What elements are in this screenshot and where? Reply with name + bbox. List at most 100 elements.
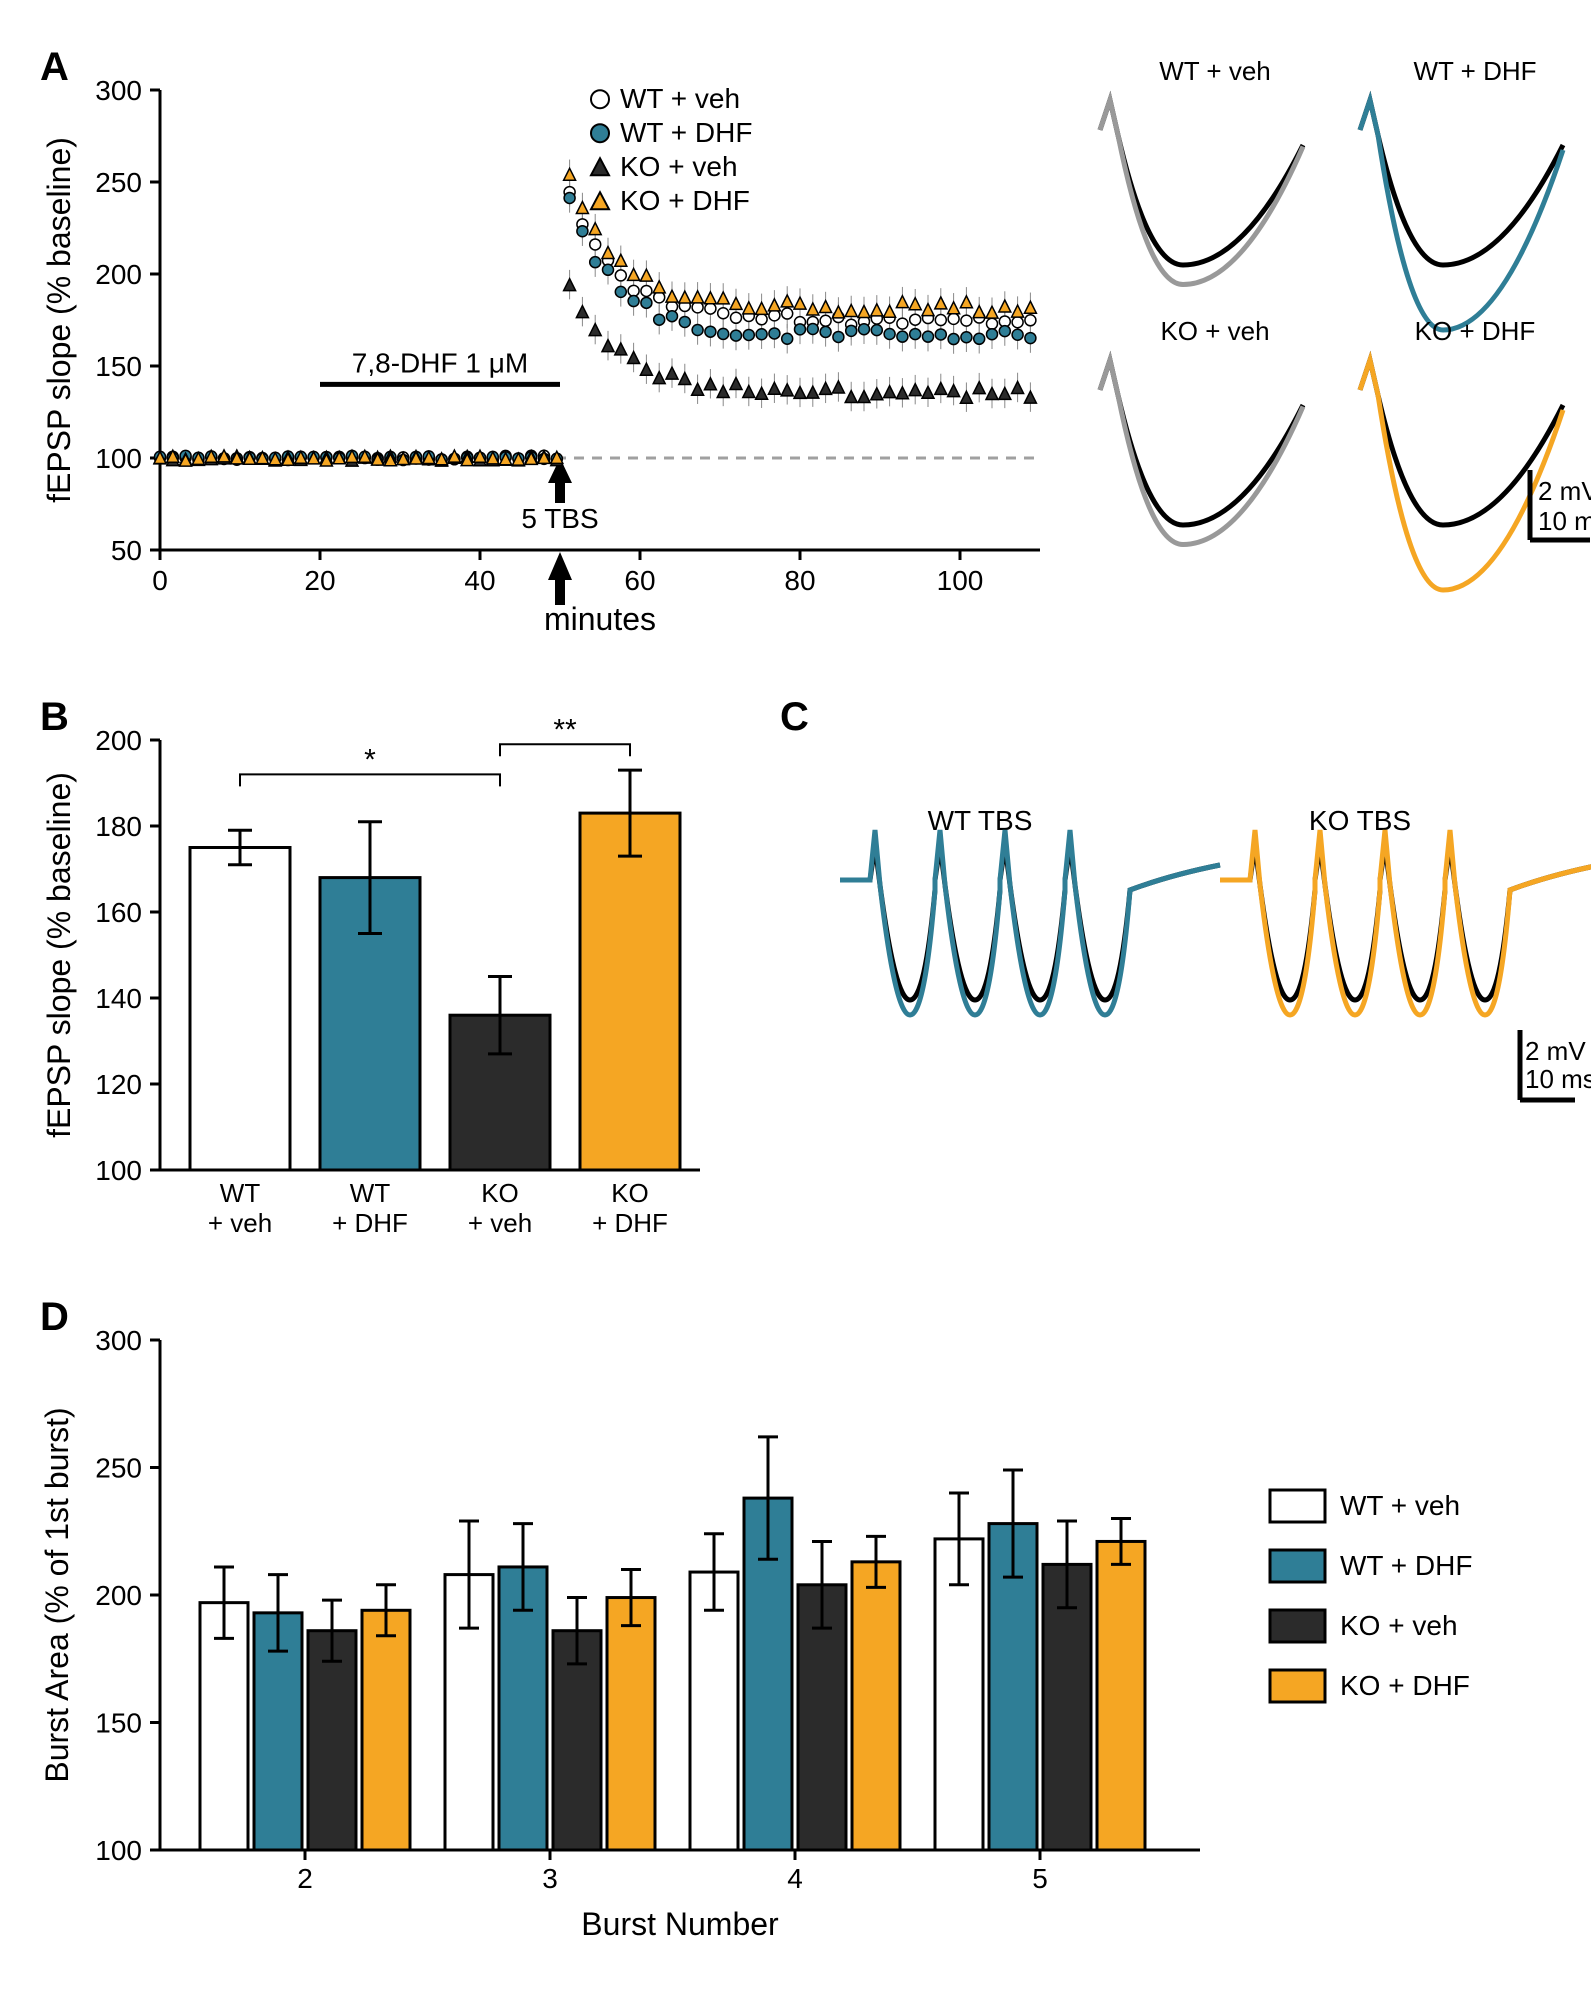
data-point bbox=[576, 306, 588, 318]
data-point bbox=[909, 384, 921, 396]
data-point bbox=[884, 305, 896, 317]
data-point bbox=[1012, 381, 1024, 393]
ytick-label: 200 bbox=[95, 1580, 142, 1611]
data-point bbox=[974, 333, 985, 344]
scalebar-h-label: 10 ms bbox=[1538, 506, 1591, 536]
data-point bbox=[666, 367, 678, 379]
data-point bbox=[576, 201, 588, 213]
xtick-label: 2 bbox=[297, 1863, 313, 1894]
data-point bbox=[986, 387, 998, 399]
panel-label-d: D bbox=[40, 1295, 69, 1339]
panel-label-a: A bbox=[40, 45, 69, 89]
data-point bbox=[602, 340, 614, 352]
ytick-label: 180 bbox=[95, 811, 142, 842]
data-point bbox=[717, 292, 729, 304]
data-point bbox=[628, 296, 639, 307]
data-point bbox=[845, 391, 857, 403]
legend-swatch bbox=[1270, 1610, 1325, 1642]
data-point bbox=[999, 387, 1011, 399]
xtick-label: 4 bbox=[787, 1863, 803, 1894]
data-point bbox=[871, 304, 883, 316]
data-point bbox=[640, 269, 652, 281]
data-point bbox=[718, 308, 729, 319]
ytick-label: 300 bbox=[95, 1325, 142, 1356]
data-point bbox=[667, 311, 678, 322]
data-point bbox=[756, 314, 767, 325]
data-point bbox=[768, 299, 780, 311]
data-point bbox=[743, 329, 754, 340]
data-point bbox=[987, 329, 998, 340]
data-point bbox=[820, 301, 832, 313]
data-point bbox=[871, 325, 882, 336]
data-point bbox=[602, 246, 614, 258]
trace-title: WT + veh bbox=[1159, 56, 1271, 86]
panel-label-b: B bbox=[40, 695, 69, 739]
data-point bbox=[615, 254, 627, 266]
data-point bbox=[730, 297, 742, 309]
xlabel: minutes bbox=[544, 601, 656, 637]
legend-marker bbox=[591, 124, 609, 142]
bar bbox=[308, 1631, 356, 1850]
data-point bbox=[628, 268, 640, 280]
ytick-label: 160 bbox=[95, 897, 142, 928]
data-point bbox=[910, 329, 921, 340]
data-point bbox=[782, 333, 793, 344]
data-point bbox=[731, 312, 742, 323]
data-point bbox=[756, 302, 768, 314]
data-point bbox=[692, 325, 703, 336]
ylabel: fEPSP slope (% baseline) bbox=[41, 772, 77, 1138]
trace-post bbox=[1360, 100, 1563, 330]
data-point bbox=[960, 296, 972, 308]
tbs-label: 5 TBS bbox=[521, 503, 598, 534]
data-point bbox=[615, 270, 626, 281]
data-point bbox=[1024, 391, 1036, 403]
data-point bbox=[615, 286, 626, 297]
xtick-label: 3 bbox=[542, 1863, 558, 1894]
data-point bbox=[1012, 329, 1023, 340]
trace-title: KO TBS bbox=[1309, 805, 1411, 836]
bar-label: + veh bbox=[208, 1208, 272, 1238]
data-point bbox=[807, 303, 819, 315]
trace-title: KO + veh bbox=[1160, 316, 1269, 346]
legend-label: KO + DHF bbox=[1340, 1670, 1470, 1701]
data-point bbox=[743, 302, 755, 314]
ytick-label: 100 bbox=[95, 1155, 142, 1186]
data-point bbox=[679, 316, 690, 327]
trace-title: WT + DHF bbox=[1413, 56, 1536, 86]
data-point bbox=[1024, 301, 1036, 313]
data-point bbox=[807, 386, 819, 398]
data-point bbox=[999, 300, 1011, 312]
data-point bbox=[589, 324, 601, 336]
data-point bbox=[935, 297, 947, 309]
ytick-label: 250 bbox=[95, 1453, 142, 1484]
tbs-trace bbox=[840, 845, 1220, 1000]
data-point bbox=[564, 192, 575, 203]
data-point bbox=[897, 331, 908, 342]
data-point bbox=[717, 385, 729, 397]
trace-post bbox=[1100, 100, 1303, 285]
bar bbox=[690, 1572, 738, 1850]
sig-label: * bbox=[364, 743, 376, 776]
data-point bbox=[692, 383, 704, 395]
data-point bbox=[884, 328, 895, 339]
data-point bbox=[756, 329, 767, 340]
data-point bbox=[935, 315, 946, 326]
data-point bbox=[948, 385, 960, 397]
data-point bbox=[628, 285, 639, 296]
data-point bbox=[910, 314, 921, 325]
data-point bbox=[923, 331, 934, 342]
data-point bbox=[987, 318, 998, 329]
data-point bbox=[845, 304, 857, 316]
data-point bbox=[654, 314, 665, 325]
bar-label: WT bbox=[350, 1178, 391, 1208]
data-point bbox=[743, 385, 755, 397]
sig-label: ** bbox=[553, 713, 577, 746]
data-point bbox=[973, 382, 985, 394]
data-point bbox=[960, 391, 972, 403]
data-point bbox=[820, 315, 831, 326]
data-point bbox=[704, 292, 716, 304]
data-point bbox=[935, 329, 946, 340]
data-point bbox=[948, 313, 959, 324]
bar bbox=[580, 813, 680, 1170]
xtick-label: 80 bbox=[784, 565, 815, 596]
